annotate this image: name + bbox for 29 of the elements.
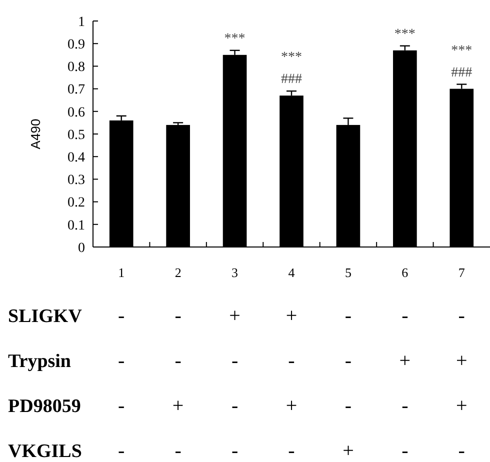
annotation: ### <box>451 65 472 80</box>
annotation: *** <box>224 31 246 46</box>
annotation: ### <box>281 72 302 88</box>
y-tick-label: 0 <box>78 240 85 256</box>
text: PD98059 - + - + - - + <box>8 395 468 417</box>
y-tick-label: 0.4 <box>68 150 85 166</box>
x-tick-label: 5 <box>344 265 352 280</box>
y-tick-label: 0.3 <box>68 173 85 188</box>
annotation: *** <box>281 50 302 66</box>
text: VKGILS - - - - + - - <box>8 440 465 462</box>
y-tick-label: 0.5 <box>68 128 85 143</box>
x-tick-label: 2 <box>174 265 182 280</box>
x-tick-label: 6 <box>402 265 409 280</box>
y-tick-label: 0.1 <box>68 218 85 234</box>
y-tick-label: 0.8 <box>68 60 85 76</box>
y-tick-label: 0.9 <box>68 38 85 52</box>
x-tick-label: 3 <box>232 265 238 280</box>
annotation: *** <box>451 43 472 58</box>
text: Trypsin - - - - - + + <box>8 350 468 372</box>
y-tick-label: 0.6 <box>68 105 85 120</box>
x-tick-label: 7 <box>458 265 466 280</box>
text: SLIGKV - - + + - - - <box>8 305 465 327</box>
y-tick-label: 1 <box>78 14 85 30</box>
y-axis-title: A490 <box>28 118 43 150</box>
y-tick-label: 0.2 <box>68 196 85 211</box>
annotation: *** <box>394 26 416 42</box>
x-tick-label: 1 <box>118 265 125 280</box>
x-tick-label: 4 <box>288 265 296 280</box>
y-tick-label: 0.7 <box>68 82 85 98</box>
